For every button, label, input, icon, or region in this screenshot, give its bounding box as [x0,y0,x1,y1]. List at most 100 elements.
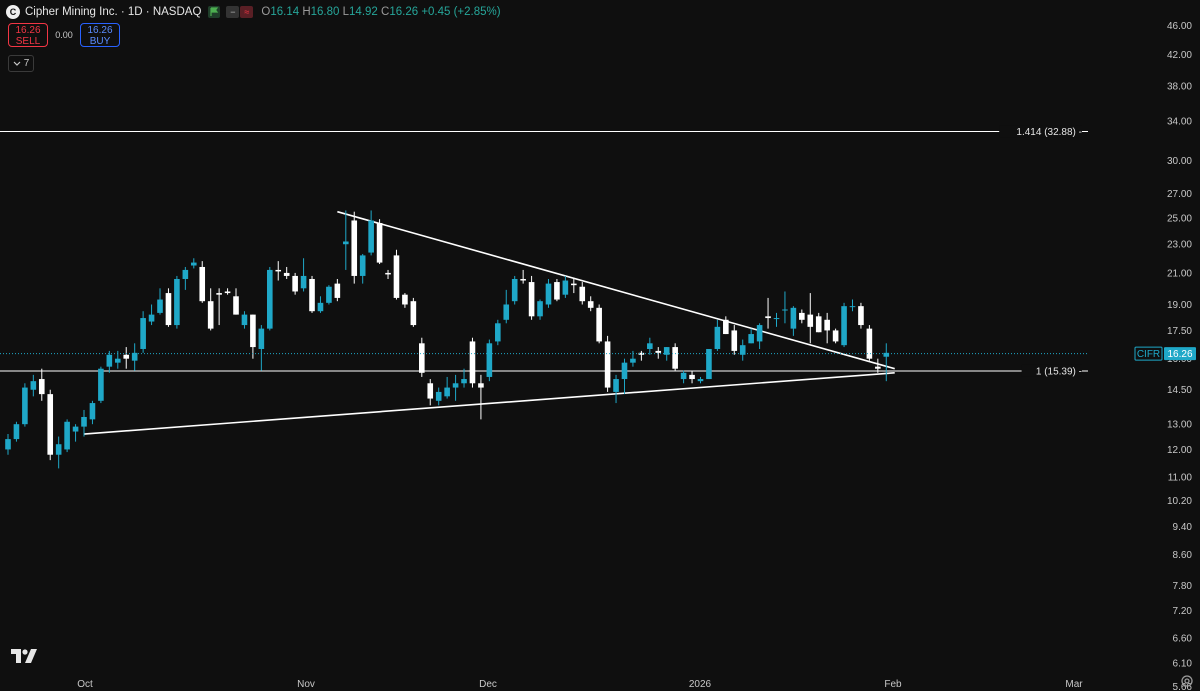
time-tick-label: Oct [77,679,93,690]
price-tick-label: 8.60 [1173,550,1193,561]
candle-body [689,374,695,380]
candle-body [427,383,434,399]
candle-body [613,379,619,392]
chart-title[interactable]: Cipher Mining Inc. · 1D · NASDAQ [25,6,202,18]
candle-body [283,272,290,276]
price-tick-label: 7.80 [1173,581,1193,592]
candle-body [359,255,366,276]
approx-badge-icon: ≈ [240,6,254,18]
candle-body [596,307,602,342]
candle-body [410,301,417,326]
candle-body [182,269,189,279]
candle-body [292,275,298,292]
candle-body [64,421,70,450]
indicators-toggle[interactable]: 7 [8,55,34,72]
candle-body [5,439,11,450]
candle-body [815,316,822,333]
level-label: 1.414 (32.88) - [1016,127,1082,138]
candle-body [782,309,788,311]
symbol-logo-icon[interactable]: C [6,5,20,19]
trade-panel: 16.26 SELL 0.00 16.26 BUY [8,23,120,47]
candle-body [452,383,459,388]
symbol-label: CIFR [1137,349,1160,360]
candle-body [368,220,374,253]
candle-body [604,341,611,388]
candle-body [309,278,315,312]
candle-body [841,306,847,346]
candle-body [478,383,484,388]
candle-body [300,275,307,289]
candle-body [680,372,687,380]
candle-body [571,283,577,286]
candle-body [621,362,628,380]
badge-pair[interactable]: − ≈ [226,6,254,18]
candle-body [731,330,738,351]
ohlc-values: O16.14 H16.80 L14.92 C16.26 +0.45 (+2.85… [261,6,501,18]
level-label-bg [999,125,1082,138]
candle-body [875,366,881,369]
last-price-label: 16.26 [1167,349,1192,360]
candle-body [511,278,518,302]
candle-body [157,299,163,313]
time-tick-label: Dec [479,679,497,690]
price-axis[interactable]: 5.66 6.10 6.60 7.20 7.80 8.60 9.40 10.20 11.00 12… [1167,21,1192,691]
candle-body [174,278,180,326]
candle-body [714,326,721,349]
candle-body [131,352,138,361]
candle-body [883,352,890,357]
price-tick-label: 14.50 [1167,385,1192,396]
buy-button[interactable]: 16.26 BUY [80,23,120,47]
candle-body [520,278,526,281]
candle-body [824,319,830,331]
candle-body [89,403,96,420]
candle-body [528,282,535,317]
candle-body [697,379,704,382]
candle-body [419,343,425,373]
trendline[interactable] [83,372,895,435]
price-tick-label: 25.00 [1167,213,1192,224]
price-tick-label: 30.00 [1167,156,1192,167]
candle-body [30,381,37,390]
tradingview-logo-icon[interactable] [11,649,37,663]
trendline[interactable] [337,210,895,370]
candle-body [663,347,670,355]
candle-body [790,307,797,329]
fib-levels: 1.414 (32.88) - 1 (15.39) - [0,125,1088,377]
candle-body [216,293,222,295]
candle-body [47,394,54,455]
price-tick-label: 11.00 [1168,472,1193,483]
price-tick-label: 17.50 [1167,326,1192,337]
trendlines[interactable] [83,210,895,435]
candle-body [148,314,155,322]
price-tick-label: 7.20 [1173,606,1193,617]
candle-body [72,426,79,432]
candle-body [739,345,746,355]
symbol-label-bg [1134,346,1163,361]
candle-body [241,314,248,326]
settings-gear-icon[interactable] [1180,674,1194,688]
candle-body [123,354,130,359]
level-label-bg [1021,364,1082,377]
candle-body [773,318,780,320]
candle-body [706,348,712,380]
flag-icon[interactable] [208,6,221,18]
candle-body [402,294,408,305]
time-axis[interactable]: Oct Nov Dec 2026 Feb Mar [77,679,1083,690]
last-price-bg [1164,347,1196,361]
price-tick-label: 27.00 [1167,189,1192,200]
candle-body [638,352,645,355]
candle-body [461,379,467,384]
candle-body [849,306,856,308]
price-tick-label: 6.60 [1173,633,1193,644]
candle-body [748,334,754,344]
candle-body [199,266,206,302]
candle-body [266,269,273,329]
candle-body [503,304,510,320]
candle-body [435,391,442,401]
candle-body [647,343,653,349]
candle-body [807,314,814,327]
candle-body [545,283,552,305]
sell-button[interactable]: 16.26 SELL [8,23,48,47]
level-label: 1 (15.39) - [1036,366,1082,377]
